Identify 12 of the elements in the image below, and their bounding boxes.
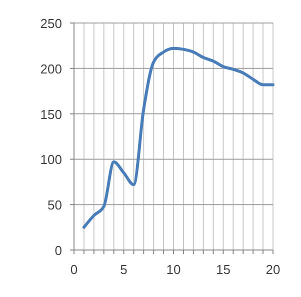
y-tick-label: 250 <box>40 16 62 31</box>
x-tick-label: 5 <box>120 262 128 277</box>
x-tick-label: 15 <box>216 262 230 277</box>
line-series <box>82 46 274 229</box>
x-tick-label: 10 <box>166 262 181 277</box>
y-tick-label: 50 <box>48 198 62 213</box>
y-tick-label: 200 <box>40 61 62 76</box>
y-tick-label: 100 <box>40 152 62 168</box>
y-tick-label: 150 <box>40 106 62 122</box>
y-tick-label: 0 <box>54 243 62 258</box>
x-tick-label: 20 <box>266 262 280 277</box>
x-tick-label: 0 <box>70 262 78 277</box>
